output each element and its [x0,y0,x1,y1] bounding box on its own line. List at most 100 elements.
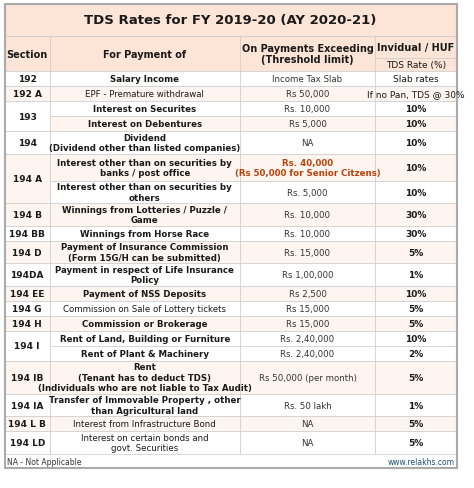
FancyBboxPatch shape [50,431,240,454]
Text: 5%: 5% [408,373,424,382]
Text: 2%: 2% [408,349,424,358]
Text: Payment in respect of Life Insurance
Policy: Payment in respect of Life Insurance Pol… [55,265,234,285]
Text: Section: Section [7,49,48,60]
Text: Invidual / HUF: Invidual / HUF [377,42,455,53]
Text: Rs 50,000 (per month): Rs 50,000 (per month) [258,373,356,382]
Text: 10%: 10% [405,188,427,197]
FancyBboxPatch shape [5,316,50,331]
FancyBboxPatch shape [240,132,375,155]
Text: 192 A: 192 A [13,90,42,99]
Text: Transfer of Immovable Property , other
than Agricultural land: Transfer of Immovable Property , other t… [49,395,241,415]
Text: Rs. 15,000: Rs. 15,000 [284,248,330,257]
FancyBboxPatch shape [375,182,456,204]
Text: 192: 192 [18,75,36,84]
Text: Commission on Sale of Lottery tickets: Commission on Sale of Lottery tickets [63,304,226,313]
FancyBboxPatch shape [50,346,240,361]
FancyBboxPatch shape [5,394,50,416]
FancyBboxPatch shape [375,59,456,72]
Text: EPF - Premature withdrawal: EPF - Premature withdrawal [85,90,204,99]
Text: Payment of Insurance Commission
(Form 15G/H can be submitted): Payment of Insurance Commission (Form 15… [61,243,228,262]
Text: Rs 50,000: Rs 50,000 [286,90,329,99]
FancyBboxPatch shape [375,117,456,132]
Text: Rs 15,000: Rs 15,000 [286,304,329,313]
FancyBboxPatch shape [5,132,50,155]
Text: 194 BB: 194 BB [9,229,45,238]
FancyBboxPatch shape [375,242,456,264]
Text: TDS Rate (%): TDS Rate (%) [386,61,446,70]
FancyBboxPatch shape [240,102,375,117]
Text: Dividend
(Dividend other than listed companies): Dividend (Dividend other than listed com… [49,134,240,153]
FancyBboxPatch shape [375,346,456,361]
Text: 194 I: 194 I [15,342,40,350]
FancyBboxPatch shape [50,155,240,182]
FancyBboxPatch shape [50,226,240,242]
Text: NA: NA [301,139,314,148]
Text: Rs 15,000: Rs 15,000 [286,319,329,328]
FancyBboxPatch shape [240,361,375,394]
Text: 194 B: 194 B [13,211,42,220]
FancyBboxPatch shape [240,286,375,301]
Text: NA: NA [301,438,314,447]
Text: NA: NA [301,419,314,428]
Text: 5%: 5% [408,438,424,447]
Text: 10%: 10% [405,120,427,129]
FancyBboxPatch shape [240,37,375,72]
Text: Rs. 5,000: Rs. 5,000 [287,188,328,197]
Text: 10%: 10% [405,163,427,172]
FancyBboxPatch shape [50,204,240,226]
Text: www.relakhs.com: www.relakhs.com [387,457,455,466]
Text: Income Tax Slab: Income Tax Slab [273,75,343,84]
FancyBboxPatch shape [240,331,375,346]
FancyBboxPatch shape [375,226,456,242]
Text: 194 IB: 194 IB [11,373,44,382]
Text: 194 IA: 194 IA [11,401,44,410]
Text: 10%: 10% [405,105,427,114]
Text: Rent
(Tenant has to deduct TDS)
(Individuals who are not liable to Tax Audit): Rent (Tenant has to deduct TDS) (Individ… [38,363,252,392]
FancyBboxPatch shape [240,204,375,226]
Text: Winnings from Lotteries / Puzzle /
Game: Winnings from Lotteries / Puzzle / Game [62,205,227,225]
Text: Interest other than on securities by
others: Interest other than on securities by oth… [57,183,232,203]
FancyBboxPatch shape [5,331,50,361]
Text: On Payments Exceeding
(Threshold limit): On Payments Exceeding (Threshold limit) [242,43,374,65]
Text: Slab rates: Slab rates [393,75,439,84]
Text: NA - Not Applicable: NA - Not Applicable [7,457,82,466]
FancyBboxPatch shape [375,316,456,331]
FancyBboxPatch shape [5,286,50,301]
FancyBboxPatch shape [50,242,240,264]
FancyBboxPatch shape [50,301,240,316]
Text: Rent of Plant & Machinery: Rent of Plant & Machinery [81,349,209,358]
Text: Rs 1,00,000: Rs 1,00,000 [282,270,333,280]
Text: 10%: 10% [405,334,427,343]
FancyBboxPatch shape [5,242,50,264]
FancyBboxPatch shape [240,301,375,316]
Text: Rs 2,500: Rs 2,500 [289,289,327,298]
FancyBboxPatch shape [240,72,375,87]
FancyBboxPatch shape [240,155,375,182]
Text: Interest other than on securities by
banks / post office: Interest other than on securities by ban… [57,158,232,178]
FancyBboxPatch shape [240,226,375,242]
FancyBboxPatch shape [5,72,50,87]
Text: Commission or Brokerage: Commission or Brokerage [82,319,208,328]
FancyBboxPatch shape [240,316,375,331]
FancyBboxPatch shape [375,132,456,155]
FancyBboxPatch shape [5,102,50,132]
FancyBboxPatch shape [50,361,240,394]
Text: Rs. 2,40,000: Rs. 2,40,000 [281,349,335,358]
Text: 194DA: 194DA [10,270,44,280]
Text: Rs. 50 lakh: Rs. 50 lakh [283,401,331,410]
Text: Interest from Infrastructure Bond: Interest from Infrastructure Bond [73,419,216,428]
Text: Winnings from Horse Race: Winnings from Horse Race [80,229,210,238]
FancyBboxPatch shape [375,361,456,394]
Text: 5%: 5% [408,248,424,257]
FancyBboxPatch shape [375,87,456,102]
Text: Rs. 10,000: Rs. 10,000 [284,229,330,238]
Text: 10%: 10% [405,289,427,298]
FancyBboxPatch shape [50,316,240,331]
Text: Rs. 10,000: Rs. 10,000 [284,211,330,220]
FancyBboxPatch shape [375,331,456,346]
Text: Payment of NSS Deposits: Payment of NSS Deposits [83,289,206,298]
Text: 194 EE: 194 EE [10,289,45,298]
Text: 10%: 10% [405,139,427,148]
Text: 5%: 5% [408,319,424,328]
FancyBboxPatch shape [5,264,50,286]
